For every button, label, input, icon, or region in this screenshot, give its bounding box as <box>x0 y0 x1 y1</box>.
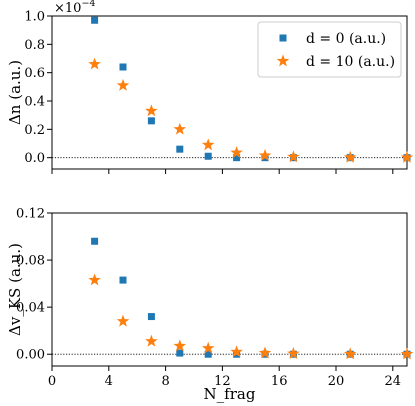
legend-marker-star <box>276 54 290 67</box>
y-tick-label-bottom-0: 0.00 <box>16 348 45 363</box>
data-point-bottom-square-4 <box>204 350 212 358</box>
data-point-bottom-square-1 <box>119 276 127 284</box>
x-tick-label-6: 24 <box>385 374 402 389</box>
data-point-top-star-8 <box>343 150 357 163</box>
x-tick-label-2: 8 <box>161 374 169 389</box>
data-point-top-star-9 <box>400 150 414 163</box>
data-point-top-star-0 <box>88 57 101 70</box>
panel-potential-difference: 0 4 8 12 16 20 24 0.00 0.04 0.08 0.12 Δv_KS (a.u.) N… <box>6 207 414 403</box>
x-tick-label-4: 16 <box>271 374 288 389</box>
x-axis-label: N_frag <box>204 385 256 403</box>
data-point-top-star-3 <box>173 122 187 135</box>
data-point-top-star-2 <box>145 104 158 117</box>
data-point-bottom-square-3 <box>176 349 184 357</box>
data-point-bottom-star-6 <box>258 346 272 359</box>
data-point-top-square-2 <box>147 117 155 125</box>
y-scale-factor: ×10−4 <box>54 0 95 16</box>
data-point-top-star-1 <box>116 78 130 91</box>
data-point-top-star-6 <box>258 148 272 161</box>
legend: d = 0 (a.u.) d = 10 (a.u.) <box>257 21 402 78</box>
data-point-bottom-square-2 <box>147 313 155 321</box>
data-point-top-square-3 <box>176 145 184 153</box>
x-tick-label-5: 20 <box>328 374 345 389</box>
data-point-top-square-4 <box>204 152 212 160</box>
data-point-top-star-7 <box>287 150 300 163</box>
y-tick-label-top-2: 0.4 <box>24 95 45 110</box>
axes-frame-bottom <box>51 212 408 367</box>
y-tick-label-bottom-1: 0.04 <box>16 301 45 316</box>
legend-entry-0: d = 0 (a.u.) <box>306 31 386 47</box>
data-point-top-square-1 <box>119 63 127 71</box>
data-point-bottom-star-1 <box>116 314 130 327</box>
x-tick-label-1: 4 <box>105 374 113 389</box>
y-scale-exponent: −4 <box>81 0 95 9</box>
data-point-top-square-5 <box>233 154 241 162</box>
y-tick-label-bottom-3: 0.12 <box>16 207 45 222</box>
data-point-bottom-star-0 <box>88 273 101 286</box>
y-tick-label-top-0: 0.0 <box>24 151 45 166</box>
x-tick-label-3: 12 <box>214 374 231 389</box>
x-tick-label-0: 0 <box>48 374 56 389</box>
y-axis-label-top: Δn (a.u.) <box>6 60 24 125</box>
data-point-bottom-square-0 <box>91 237 99 245</box>
legend-marker-square <box>279 34 287 42</box>
data-point-top-square-0 <box>91 16 99 24</box>
y-tick-label-top-1: 0.2 <box>24 123 45 138</box>
data-point-bottom-star-9 <box>400 347 414 360</box>
data-point-bottom-star-3 <box>173 339 187 352</box>
data-point-top-star-4 <box>201 138 215 151</box>
data-point-bottom-star-8 <box>343 347 357 360</box>
series-bottom-star <box>88 273 414 360</box>
y-tick-label-top-5: 1.0 <box>24 10 45 25</box>
y-tick-label-top-4: 0.8 <box>24 38 45 53</box>
series-bottom-square <box>91 237 411 358</box>
y-axis-label-bottom: Δv_KS (a.u.) <box>6 243 24 336</box>
axes-frame-top <box>51 15 408 170</box>
series-top-star <box>88 57 414 163</box>
data-point-bottom-star-5 <box>230 345 243 358</box>
data-point-bottom-star-2 <box>145 334 158 347</box>
data-point-top-star-5 <box>230 146 243 159</box>
legend-box <box>257 21 402 78</box>
y-tick-label-top-3: 0.6 <box>24 66 45 81</box>
data-point-bottom-star-7 <box>287 347 300 359</box>
y-tick-label-bottom-2: 0.08 <box>16 254 45 269</box>
panel-density-difference: 0.0 0.2 0.4 0.6 0.8 1.0 Δn (a.u.) ×10−4 <box>6 0 414 174</box>
legend-entry-1: d = 10 (a.u.) <box>306 54 395 70</box>
data-point-bottom-star-4 <box>201 341 215 354</box>
